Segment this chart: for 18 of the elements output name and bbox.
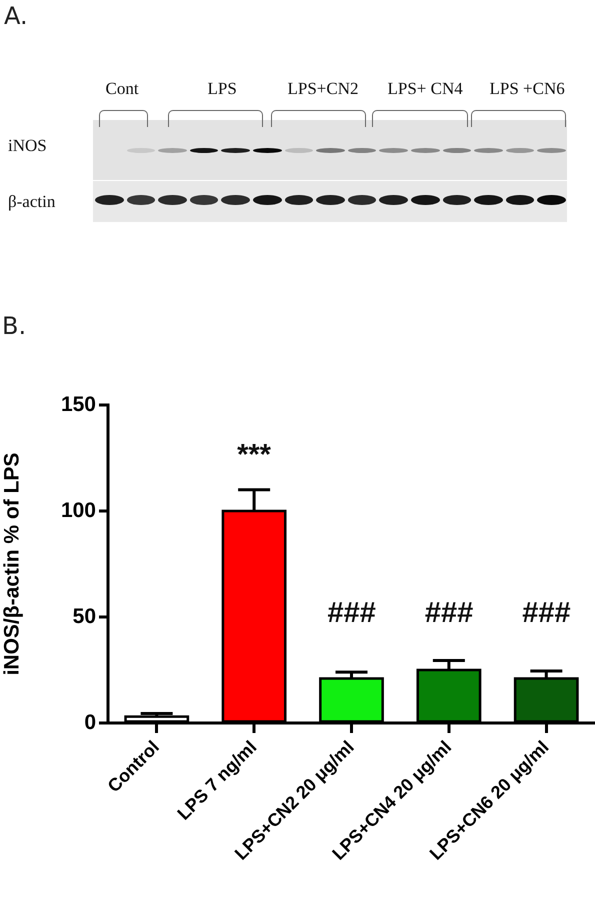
text: LPS+ CN4 (388, 78, 463, 98)
annotation: ### (522, 596, 571, 628)
text: LPS+CN2 (288, 78, 358, 98)
y-tick-label: 0 (84, 710, 96, 734)
text: Cont (106, 78, 139, 98)
text: A. (4, 2, 28, 30)
text: B. (2, 312, 26, 340)
text: iNOS (8, 136, 47, 154)
text: β-actin (8, 192, 56, 210)
annotation: ### (328, 596, 376, 628)
y-tick-label: 150 (60, 392, 96, 416)
annotation: ### (424, 596, 474, 628)
y-axis-title: iNOS/β-actin % of LPS (0, 452, 24, 676)
text: LPS (208, 78, 237, 98)
annotation: *** (237, 438, 271, 470)
text: LPS +CN6 (490, 78, 565, 98)
y-tick-label: 100 (60, 498, 96, 522)
y-tick-label: 50 (72, 604, 96, 628)
